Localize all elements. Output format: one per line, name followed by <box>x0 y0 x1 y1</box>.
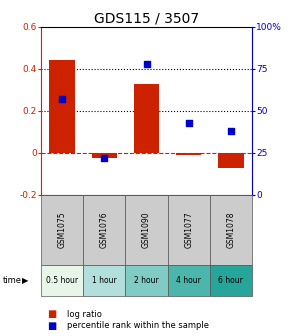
Bar <box>41 265 83 296</box>
Text: GSM1076: GSM1076 <box>100 212 109 249</box>
Bar <box>176 153 201 155</box>
Bar <box>50 60 75 153</box>
Text: ▶: ▶ <box>22 276 28 285</box>
Bar <box>92 153 117 158</box>
Point <box>60 96 64 102</box>
Text: percentile rank within the sample: percentile rank within the sample <box>67 322 209 330</box>
Text: 6 hour: 6 hour <box>219 276 243 285</box>
Title: GDS115 / 3507: GDS115 / 3507 <box>94 12 199 26</box>
Bar <box>210 195 252 265</box>
Bar <box>210 265 252 296</box>
Text: ■: ■ <box>47 309 56 319</box>
Bar <box>168 195 210 265</box>
Text: GSM1077: GSM1077 <box>184 212 193 249</box>
Bar <box>218 153 243 168</box>
Point <box>102 155 107 161</box>
Point <box>229 128 233 134</box>
Bar <box>83 195 125 265</box>
Bar <box>168 265 210 296</box>
Bar <box>125 265 168 296</box>
Text: 1 hour: 1 hour <box>92 276 117 285</box>
Text: 2 hour: 2 hour <box>134 276 159 285</box>
Bar <box>83 265 125 296</box>
Text: GSM1078: GSM1078 <box>226 212 235 248</box>
Text: GSM1090: GSM1090 <box>142 212 151 249</box>
Bar <box>134 84 159 153</box>
Point <box>144 61 149 67</box>
Bar <box>125 195 168 265</box>
Text: 4 hour: 4 hour <box>176 276 201 285</box>
Text: GSM1075: GSM1075 <box>58 212 67 249</box>
Bar <box>41 195 83 265</box>
Text: log ratio: log ratio <box>67 310 102 319</box>
Point <box>186 120 191 125</box>
Text: ■: ■ <box>47 321 56 331</box>
Text: 0.5 hour: 0.5 hour <box>46 276 78 285</box>
Text: time: time <box>3 276 22 285</box>
